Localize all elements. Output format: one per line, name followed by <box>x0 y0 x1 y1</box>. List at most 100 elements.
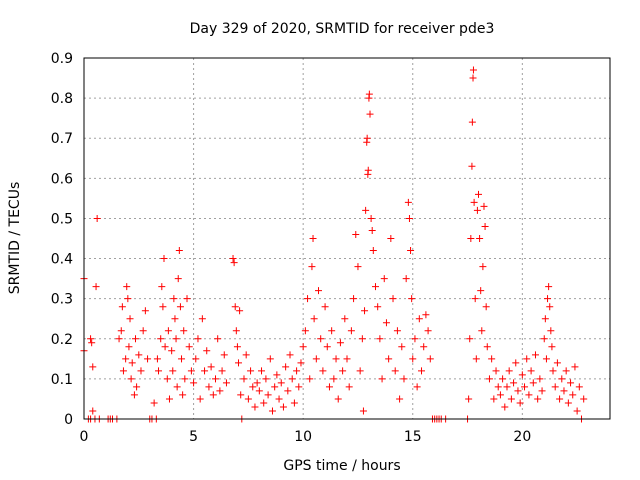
data-point <box>161 343 169 351</box>
data-point <box>426 355 434 363</box>
data-point <box>92 283 100 291</box>
data-point <box>531 351 539 359</box>
x-tick-labels: 0 5 10 15 20 <box>80 429 532 445</box>
data-point <box>249 383 257 391</box>
data-point <box>158 283 166 291</box>
data-point <box>214 335 222 343</box>
y-tick-label: 0.6 <box>51 171 73 187</box>
data-point <box>466 335 474 343</box>
data-point <box>89 407 97 415</box>
grid-lines <box>84 58 610 419</box>
data-point <box>469 74 477 82</box>
data-point <box>534 395 542 403</box>
data-point <box>465 395 473 403</box>
data-point <box>542 355 550 363</box>
data-point <box>490 395 498 403</box>
y-axis-label: SRMTID / TECUs <box>7 182 23 295</box>
data-point <box>209 391 217 399</box>
y-tick-label: 0.5 <box>51 211 73 227</box>
data-point <box>536 375 544 383</box>
data-point <box>260 399 268 407</box>
data-point <box>488 355 496 363</box>
data-point <box>544 295 552 303</box>
data-point <box>492 367 500 375</box>
data-point <box>408 295 416 303</box>
data-point <box>160 255 168 263</box>
data-point <box>501 403 509 411</box>
data-point <box>196 395 204 403</box>
data-point <box>181 375 189 383</box>
data-point <box>477 287 485 295</box>
data-point <box>266 355 274 363</box>
data-point <box>135 351 143 359</box>
data-point <box>255 387 263 395</box>
data-point <box>251 403 259 411</box>
data-point <box>277 379 285 387</box>
data-point <box>471 295 479 303</box>
data-point <box>364 166 372 174</box>
data-point <box>494 383 502 391</box>
data-point <box>553 359 561 367</box>
data-point <box>564 399 572 407</box>
x-tick-label: 10 <box>294 429 312 445</box>
data-point <box>163 375 171 383</box>
data-point <box>512 359 520 367</box>
data-point <box>115 335 123 343</box>
data-point <box>159 303 167 311</box>
data-point <box>510 379 518 387</box>
data-point <box>203 347 211 355</box>
data-point <box>141 307 149 315</box>
data-point <box>264 391 272 399</box>
data-point <box>468 162 476 170</box>
data-point <box>483 343 491 351</box>
data-point <box>262 375 270 383</box>
data-point <box>503 383 511 391</box>
data-point <box>176 303 184 311</box>
data-point <box>198 315 206 323</box>
data-point <box>356 367 364 375</box>
data-point <box>575 383 583 391</box>
data-point <box>527 367 535 375</box>
data-point <box>547 327 555 335</box>
data-point <box>304 295 312 303</box>
data-point <box>480 202 488 210</box>
data-point <box>562 367 570 375</box>
data-point <box>229 255 237 263</box>
data-point <box>424 327 432 335</box>
data-point <box>118 303 126 311</box>
data-point <box>271 383 279 391</box>
data-point <box>478 327 486 335</box>
data-point <box>172 335 180 343</box>
y-tick-label: 0.2 <box>51 332 73 348</box>
data-point <box>418 367 426 375</box>
data-point <box>560 387 568 395</box>
data-point <box>549 367 557 375</box>
data-point <box>279 403 287 411</box>
data-point <box>237 391 245 399</box>
data-point <box>473 206 481 214</box>
data-point <box>400 375 408 383</box>
data-point <box>88 339 96 347</box>
x-axis-label: GPS time / hours <box>283 458 400 474</box>
data-point <box>420 343 428 351</box>
data-point <box>128 359 136 367</box>
y-tick-label: 0.4 <box>51 252 73 268</box>
y-tick-label: 0 <box>64 412 73 428</box>
data-point <box>124 295 132 303</box>
data-point <box>268 407 276 415</box>
data-point <box>247 367 255 375</box>
data-point <box>545 283 553 291</box>
data-point <box>275 395 283 403</box>
data-point <box>332 355 340 363</box>
data-point <box>580 395 588 403</box>
data-point <box>371 283 379 291</box>
data-point <box>467 235 475 242</box>
data-point <box>336 339 344 347</box>
data-point <box>496 391 504 399</box>
data-point <box>144 355 152 363</box>
data-point <box>173 383 181 391</box>
data-point <box>125 343 133 351</box>
data-point <box>521 383 529 391</box>
plot-frame <box>83 57 611 420</box>
